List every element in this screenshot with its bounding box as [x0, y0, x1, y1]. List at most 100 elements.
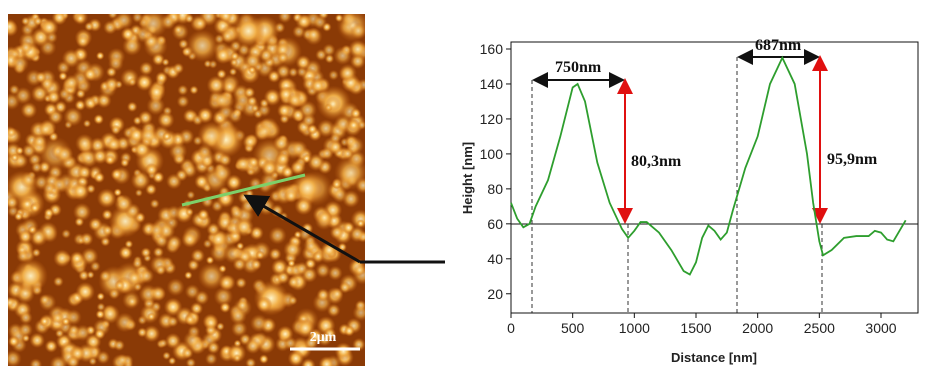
- grain: [66, 355, 80, 366]
- grain: [289, 140, 308, 159]
- grain: [214, 46, 233, 65]
- grain: [350, 107, 362, 119]
- grain: [184, 284, 201, 300]
- grain: [16, 249, 30, 263]
- grain: [29, 332, 46, 349]
- grain: [287, 275, 300, 289]
- grain: [110, 168, 124, 181]
- x-tick-label: 2500: [804, 320, 835, 336]
- y-tick-label: 80: [487, 181, 503, 197]
- grain: [101, 209, 113, 221]
- grain: [164, 332, 182, 350]
- grain: [147, 83, 166, 102]
- grain: [13, 258, 48, 294]
- grain: [189, 85, 199, 95]
- y-tick-label: 160: [480, 41, 504, 57]
- grain: [38, 294, 51, 306]
- grain: [258, 354, 269, 364]
- profile-chart: 750nm 80,3nm 687nm 95,9nm Distance [nm] …: [460, 37, 919, 365]
- grain: [342, 190, 360, 208]
- grain: [352, 304, 365, 322]
- grain: [235, 277, 247, 289]
- grain: [288, 295, 298, 306]
- grain: [206, 341, 220, 355]
- grain: [225, 174, 243, 191]
- grain: [39, 316, 50, 327]
- grain: [270, 204, 284, 218]
- grain: [197, 208, 210, 221]
- grain: [312, 14, 328, 30]
- grain: [74, 133, 95, 153]
- grain: [333, 46, 353, 66]
- grain: [15, 146, 24, 156]
- grain: [67, 324, 80, 337]
- grain: [338, 281, 351, 294]
- grain: [8, 349, 22, 366]
- grain: [162, 351, 171, 361]
- grain: [72, 202, 92, 222]
- grain: [256, 122, 275, 141]
- profile-curve: [510, 55, 907, 276]
- grain: [348, 225, 365, 243]
- x-tick-label: 2000: [742, 320, 773, 336]
- grain: [268, 247, 282, 261]
- grain: [268, 226, 287, 245]
- grain: [139, 61, 154, 76]
- grain: [21, 16, 30, 26]
- grain: [318, 356, 335, 366]
- grain: [18, 310, 33, 325]
- grain: [242, 134, 258, 150]
- x-tick-label: 0: [507, 320, 515, 336]
- grain: [181, 347, 194, 360]
- grain: [114, 14, 134, 30]
- y-axis-label: Height [nm]: [460, 142, 475, 214]
- grain: [8, 18, 18, 35]
- grain: [88, 217, 103, 232]
- grain: [134, 188, 143, 197]
- grain: [286, 92, 304, 109]
- grain: [322, 43, 336, 57]
- grain: [247, 156, 260, 169]
- grain: [306, 123, 318, 135]
- grain: [75, 281, 96, 302]
- grain: [316, 209, 333, 226]
- grain: [113, 339, 125, 352]
- grain: [96, 302, 106, 312]
- grain: [8, 84, 20, 96]
- grain: [276, 103, 292, 119]
- grain: [204, 352, 218, 366]
- grain: [40, 18, 59, 37]
- grain: [130, 170, 151, 191]
- grain: [74, 216, 85, 227]
- grain: [116, 353, 129, 366]
- grain: [114, 194, 134, 214]
- grain: [74, 14, 86, 24]
- grain: [149, 198, 160, 209]
- grain: [284, 188, 299, 204]
- y-tick-label: 40: [487, 251, 503, 267]
- grain: [338, 63, 358, 83]
- grain: [61, 229, 72, 239]
- grain: [69, 251, 85, 266]
- grain: [263, 88, 282, 106]
- grain: [49, 355, 68, 366]
- grain: [235, 155, 252, 173]
- grain: [37, 121, 54, 138]
- grain: [143, 325, 161, 343]
- grain: [348, 39, 365, 59]
- connector-arrow: [243, 194, 361, 264]
- grain: [44, 339, 58, 353]
- grain: [304, 336, 319, 351]
- grain: [63, 107, 83, 127]
- grain: [243, 52, 262, 71]
- grain: [96, 188, 117, 209]
- grain: [212, 91, 231, 110]
- grain: [206, 75, 226, 95]
- grain: [17, 322, 33, 338]
- grain: [168, 356, 177, 366]
- grain: [53, 249, 72, 268]
- grain: [281, 165, 294, 179]
- grain: [151, 52, 165, 66]
- grain: [21, 143, 37, 159]
- grain: [96, 350, 111, 365]
